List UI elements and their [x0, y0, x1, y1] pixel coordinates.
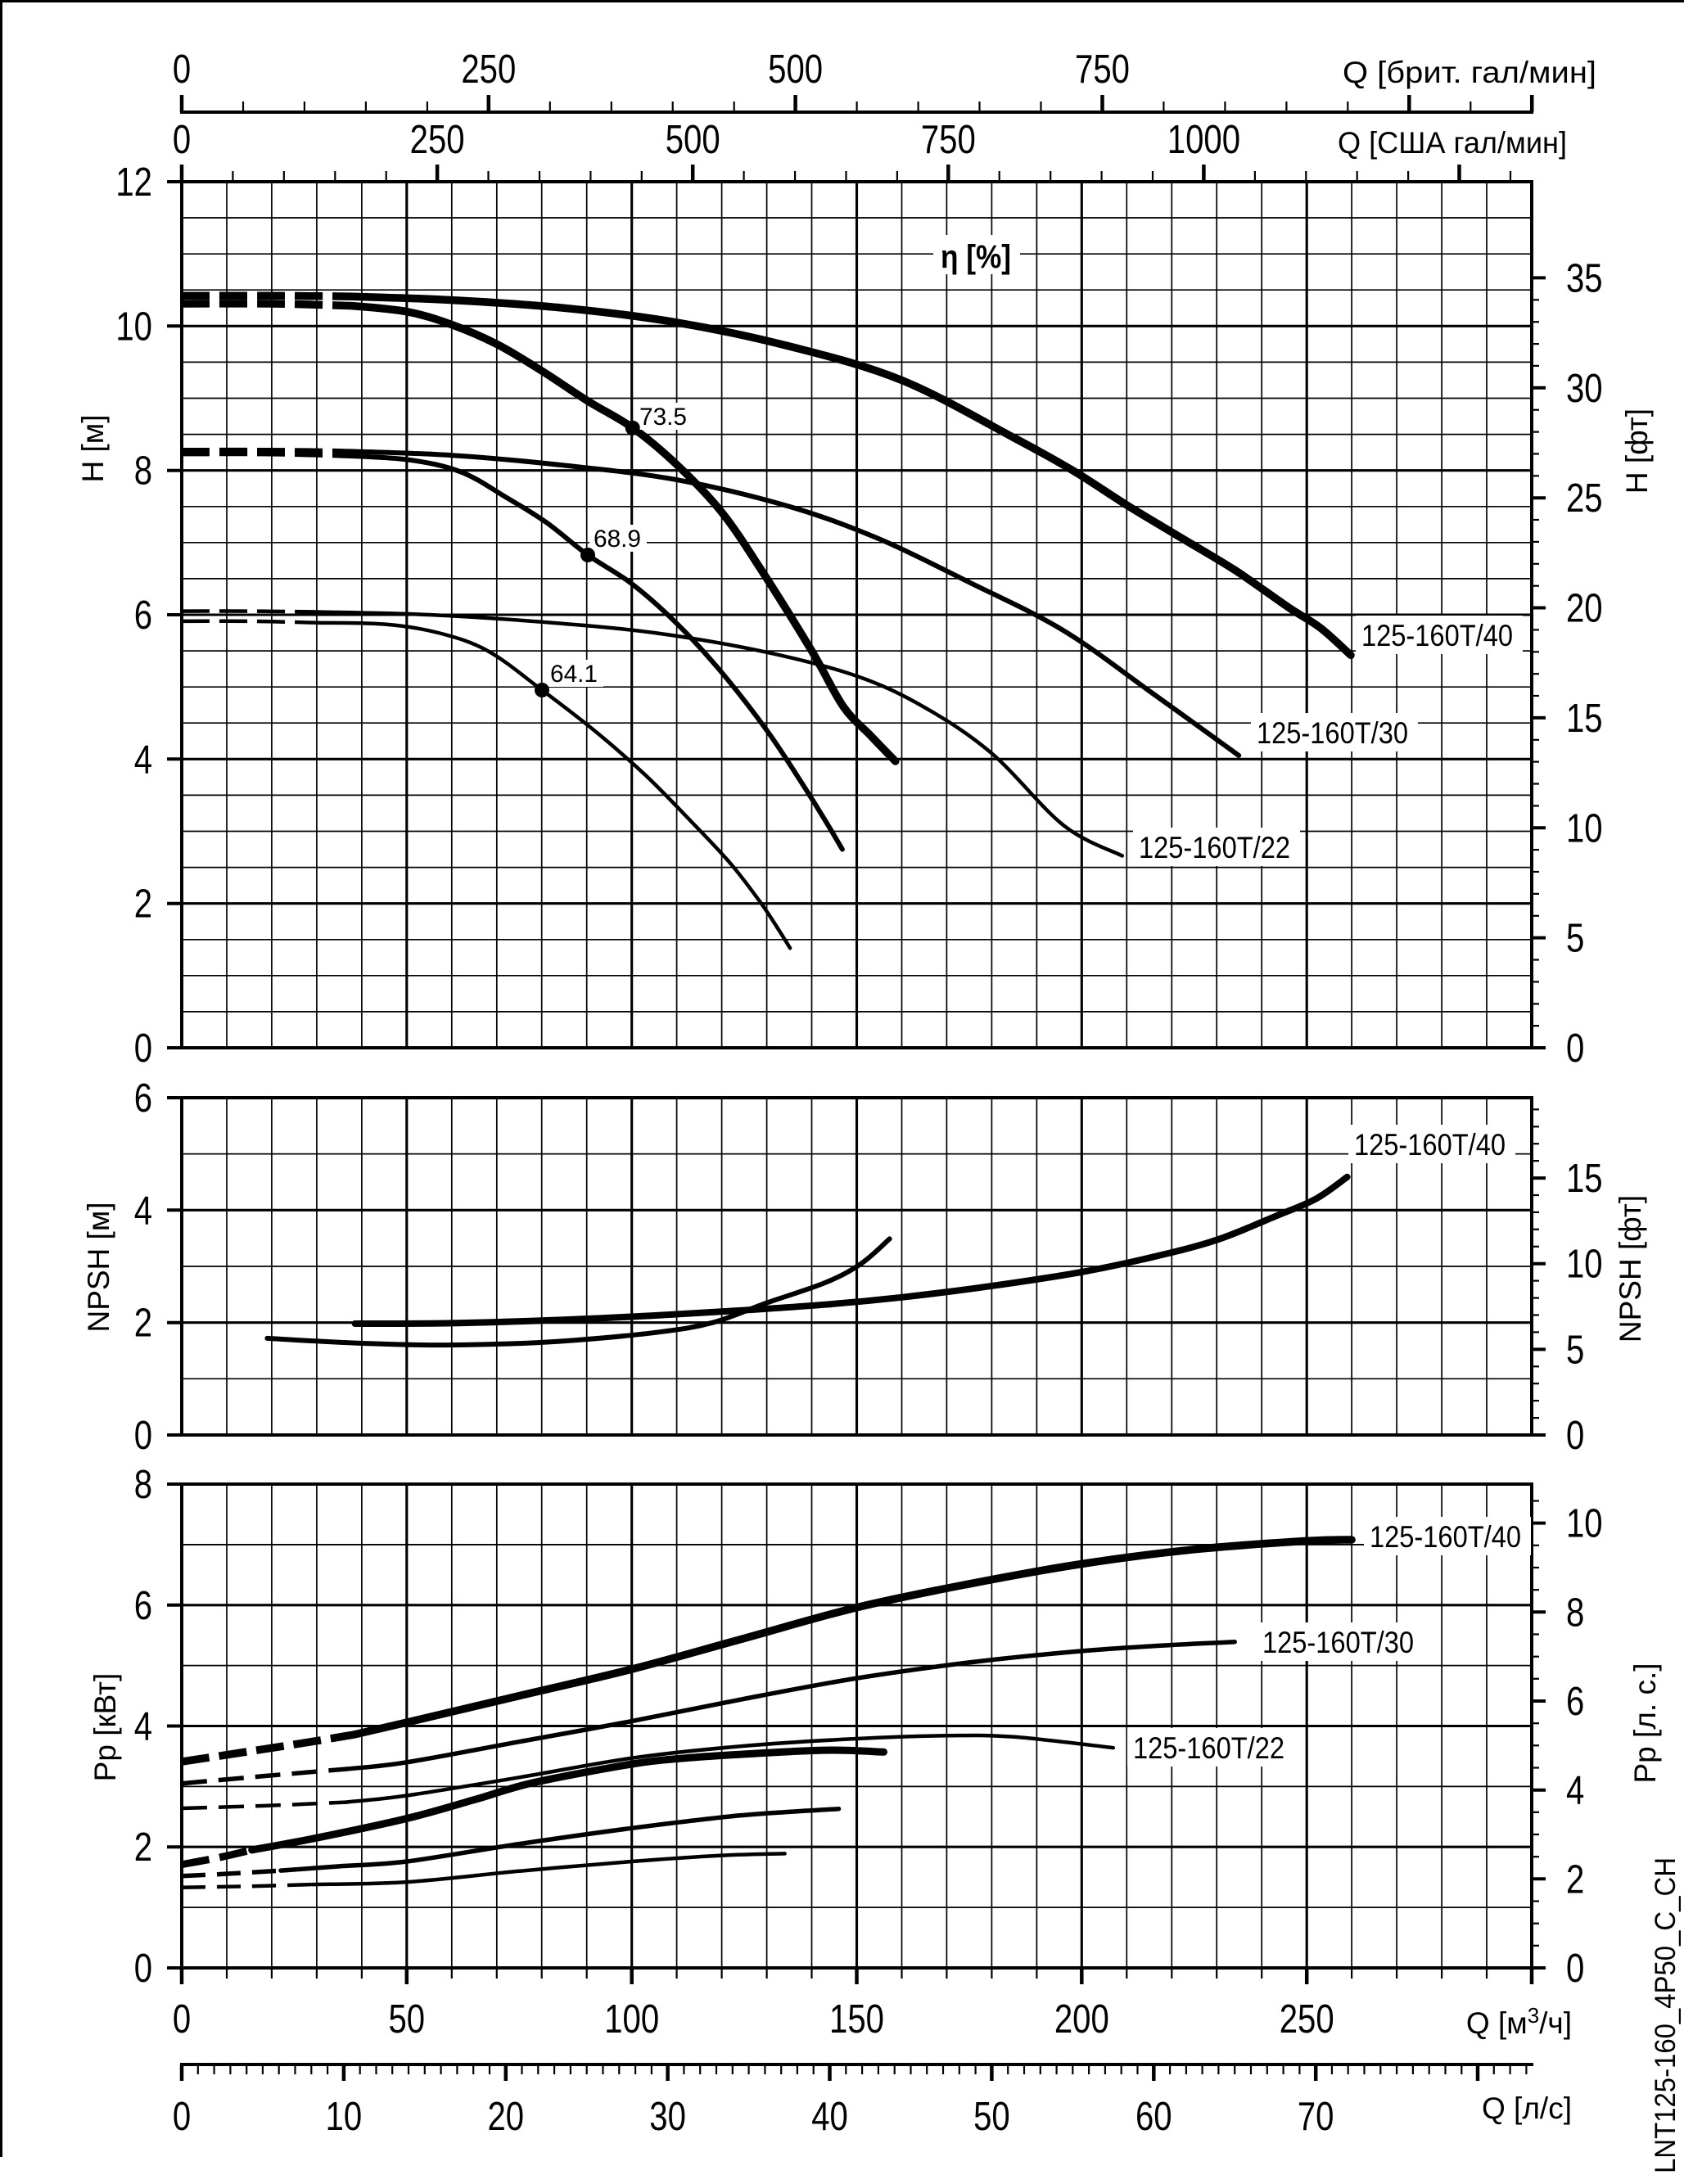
svg-text:10: 10: [115, 305, 152, 349]
svg-text:50: 50: [389, 1997, 426, 2042]
svg-text:60: 60: [1135, 2095, 1172, 2139]
svg-text:10: 10: [1566, 1243, 1603, 1287]
svg-text:125-160T/22: 125-160T/22: [1139, 831, 1290, 864]
svg-text:6: 6: [134, 1584, 152, 1628]
svg-text:8: 8: [1566, 1591, 1584, 1635]
svg-text:0: 0: [173, 47, 191, 92]
svg-text:10: 10: [1566, 806, 1603, 851]
svg-text:12: 12: [115, 160, 152, 205]
svg-text:70: 70: [1298, 2095, 1334, 2139]
svg-text:H [м]: H [м]: [76, 415, 110, 483]
svg-text:125-160T/30: 125-160T/30: [1262, 1626, 1414, 1659]
svg-text:25: 25: [1566, 476, 1603, 521]
svg-text:0: 0: [1566, 1414, 1584, 1458]
svg-text:15: 15: [1566, 1157, 1603, 1201]
svg-text:4: 4: [134, 1705, 152, 1749]
svg-text:0: 0: [1566, 1947, 1584, 1991]
svg-text:6: 6: [1566, 1680, 1584, 1724]
svg-text:Pp [кВт]: Pp [кВт]: [88, 1673, 122, 1782]
svg-text:4: 4: [134, 1189, 152, 1233]
svg-text:100: 100: [604, 1997, 659, 2042]
svg-text:2: 2: [134, 882, 152, 927]
svg-text:Pp [л. с.]: Pp [л. с.]: [1628, 1663, 1662, 1783]
svg-text:73.5: 73.5: [639, 404, 687, 431]
svg-text:250: 250: [461, 47, 516, 92]
svg-text:250: 250: [1280, 1997, 1334, 2042]
svg-text:10: 10: [1566, 1502, 1603, 1546]
svg-text:750: 750: [921, 118, 976, 162]
svg-text:0: 0: [173, 1997, 191, 2042]
svg-text:0: 0: [173, 118, 191, 162]
svg-text:250: 250: [410, 118, 465, 162]
svg-text:20: 20: [488, 2095, 525, 2139]
svg-text:50: 50: [973, 2095, 1010, 2139]
svg-text:30: 30: [649, 2095, 686, 2139]
svg-text:150: 150: [829, 1997, 884, 2042]
svg-text:4: 4: [134, 738, 152, 782]
svg-text:0: 0: [134, 1414, 152, 1458]
svg-text:8: 8: [134, 449, 152, 494]
svg-text:Q [брит. гал/мин]: Q [брит. гал/мин]: [1343, 56, 1596, 89]
svg-text:125-160T/40: 125-160T/40: [1370, 1520, 1521, 1554]
svg-text:20: 20: [1566, 587, 1603, 631]
svg-text:5: 5: [1566, 1328, 1584, 1372]
svg-text:125-160T/30: 125-160T/30: [1257, 716, 1408, 750]
svg-text:5: 5: [1566, 917, 1584, 961]
svg-text:2: 2: [134, 1825, 152, 1870]
svg-text:2: 2: [134, 1302, 152, 1346]
svg-text:8: 8: [134, 1463, 152, 1507]
svg-text:NPSH [фт]: NPSH [фт]: [1614, 1195, 1647, 1342]
svg-text:6: 6: [134, 593, 152, 638]
svg-text:68.9: 68.9: [594, 526, 641, 553]
svg-text:η [%]: η [%]: [941, 239, 1011, 275]
svg-text:Q [л/с]: Q [л/с]: [1482, 2091, 1572, 2125]
svg-text:H [фт]: H [фт]: [1620, 408, 1654, 494]
svg-text:64.1: 64.1: [550, 661, 598, 688]
svg-text:500: 500: [666, 118, 720, 162]
svg-text:30: 30: [1566, 367, 1603, 411]
svg-text:1000: 1000: [1167, 118, 1240, 162]
svg-text:125-160T/40: 125-160T/40: [1361, 619, 1513, 652]
svg-text:Q [м3/ч]: Q [м3/ч]: [1466, 2003, 1572, 2040]
svg-text:35: 35: [1566, 256, 1603, 300]
svg-text:750: 750: [1075, 47, 1130, 92]
svg-text:0: 0: [134, 1027, 152, 1071]
svg-text:10: 10: [326, 2095, 363, 2139]
svg-text:0: 0: [1566, 1027, 1584, 1071]
svg-text:LNT125-160_4P50_C_CH: LNT125-160_4P50_C_CH: [1650, 1857, 1682, 2173]
svg-text:4: 4: [1566, 1769, 1584, 1813]
svg-text:40: 40: [811, 2095, 848, 2139]
svg-text:125-160T/40: 125-160T/40: [1354, 1128, 1506, 1162]
svg-text:Q [США гал/мин]: Q [США гал/мин]: [1338, 126, 1567, 160]
svg-text:6: 6: [134, 1076, 152, 1121]
svg-text:125-160T/22: 125-160T/22: [1133, 1731, 1284, 1765]
svg-text:NPSH [м]: NPSH [м]: [82, 1202, 115, 1332]
svg-text:2: 2: [1566, 1857, 1584, 1902]
svg-text:15: 15: [1566, 697, 1603, 741]
svg-text:0: 0: [134, 1947, 152, 1991]
svg-text:200: 200: [1054, 1997, 1109, 2042]
svg-text:0: 0: [173, 2095, 191, 2139]
svg-text:500: 500: [768, 47, 823, 92]
